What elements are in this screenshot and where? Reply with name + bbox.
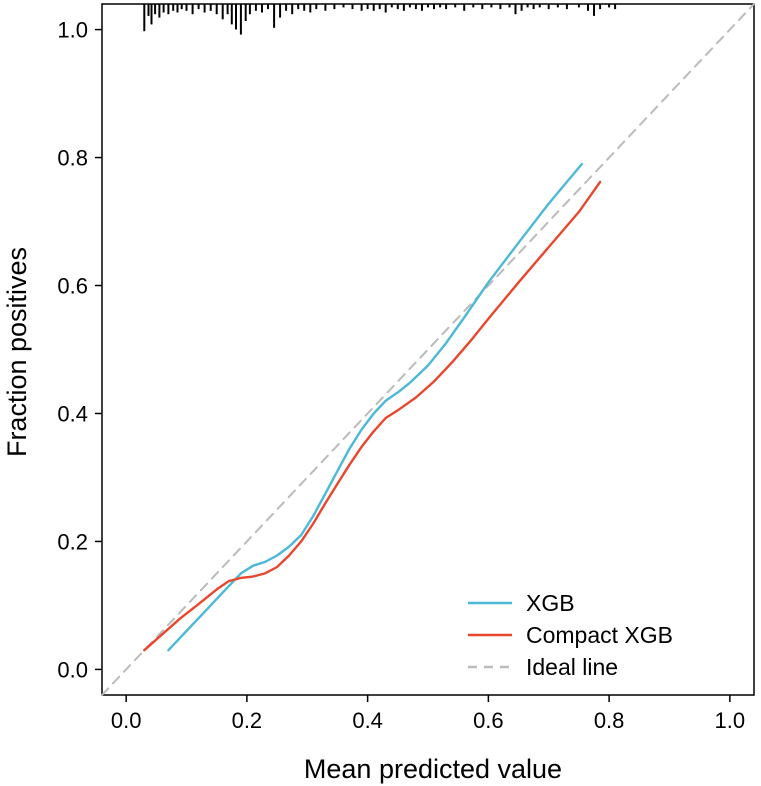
y-tick-label-5: 1.0 <box>57 18 88 43</box>
ideal-line-layer <box>101 3 755 696</box>
series-line-ideal-line <box>101 3 755 696</box>
x-tick-label-4: 0.8 <box>594 708 625 733</box>
x-tick-label-0: 0.0 <box>111 708 142 733</box>
y-axis: 0.0 0.2 0.4 0.6 0.8 1.0 <box>57 18 102 682</box>
y-tick-label-3: 0.6 <box>57 274 88 299</box>
y-axis-title: Fraction positives <box>2 247 32 457</box>
y-tick-label-4: 0.8 <box>57 146 88 171</box>
series-layer <box>143 162 602 652</box>
rug-layer <box>143 4 617 35</box>
x-tick-label-3: 0.6 <box>473 708 504 733</box>
legend: XGB Compact XGB Ideal line <box>468 590 673 680</box>
x-tick-label-2: 0.4 <box>352 708 383 733</box>
x-axis-title: Mean predicted value <box>304 754 562 784</box>
x-tick-label-5: 1.0 <box>715 708 746 733</box>
y-tick-label-1: 0.2 <box>57 529 88 554</box>
x-tick-label-1: 0.2 <box>232 708 263 733</box>
y-tick-label-2: 0.4 <box>57 401 88 426</box>
legend-label-compact-xgb: Compact XGB <box>526 622 673 648</box>
legend-label-ideal-line: Ideal line <box>526 654 618 680</box>
series-line-compact-xgb <box>143 180 602 652</box>
y-tick-label-0: 0.0 <box>57 657 88 682</box>
legend-label-xgb: XGB <box>526 590 575 616</box>
x-axis: 0.0 0.2 0.4 0.6 0.8 1.0 <box>111 695 745 733</box>
series-line-xgb <box>167 162 584 652</box>
